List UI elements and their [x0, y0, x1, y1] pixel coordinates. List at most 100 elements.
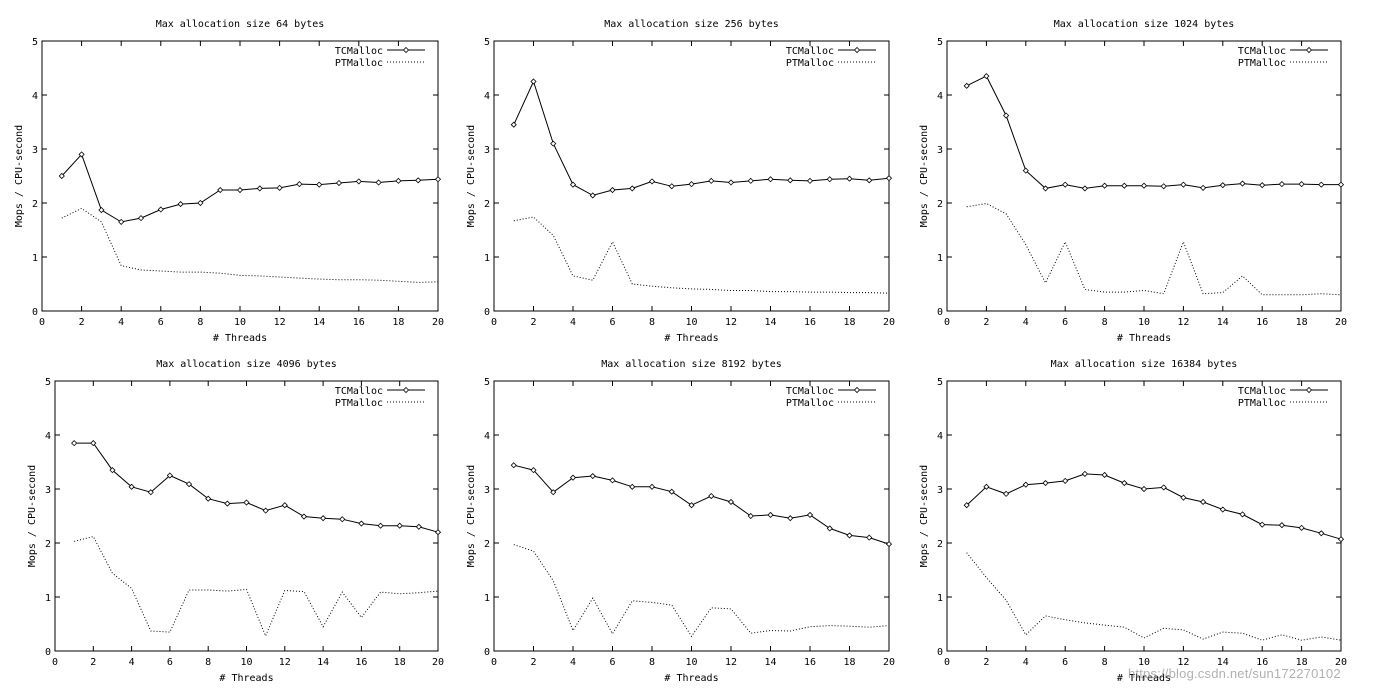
y-tick-label: 2 [45, 539, 51, 550]
x-tick-label: 12 [274, 317, 286, 328]
y-axis-label: Mops / CPU-second [27, 465, 38, 567]
data-point-tcmalloc [569, 181, 577, 188]
data-point-tcmalloc [963, 502, 970, 509]
plot-frame [493, 40, 890, 312]
y-tick-label: 1 [32, 253, 38, 264]
x-tick-label: 16 [1256, 317, 1268, 328]
data-point-tcmalloc [983, 73, 990, 80]
x-axis-label: # Threads [664, 673, 718, 684]
data-point-tcmalloc [300, 513, 308, 520]
x-tick-label: 18 [392, 317, 404, 328]
data-point-tcmalloc [1219, 506, 1226, 513]
x-tick-label: 6 [1062, 317, 1068, 328]
data-point-tcmalloc [243, 499, 250, 506]
data-point-tcmalloc [256, 185, 263, 192]
chart-title: Max allocation size 64 bytes [156, 19, 325, 30]
data-point-tcmalloc [1042, 185, 1049, 192]
plot-frame [946, 380, 1342, 652]
legend-label-tcmalloc: TCMalloc [786, 46, 834, 57]
series-line-ptmalloc [61, 207, 439, 283]
data-point-tcmalloc [90, 440, 97, 447]
data-point-tcmalloc [846, 532, 853, 539]
data-point-tcmalloc [708, 492, 715, 500]
legend-marker [1305, 386, 1313, 394]
x-tick-label: 20 [432, 317, 444, 328]
data-point-tcmalloc [1298, 524, 1305, 531]
x-tick-label: 6 [609, 317, 615, 328]
data-point-tcmalloc [98, 206, 105, 214]
x-tick-label: 20 [1335, 317, 1347, 328]
data-point-tcmalloc [78, 151, 85, 158]
x-tick-label: 6 [1062, 657, 1068, 668]
x-tick-label: 18 [1296, 657, 1308, 668]
data-point-tcmalloc [1101, 182, 1108, 189]
x-tick-label: 14 [317, 657, 329, 668]
y-tick-label: 5 [484, 37, 490, 48]
y-tick-label: 0 [484, 307, 490, 318]
series-line-tcmalloc [966, 473, 1342, 540]
x-tick-label: 10 [1138, 657, 1150, 668]
data-point-tcmalloc [1081, 185, 1088, 192]
y-tick-label: 2 [32, 199, 38, 210]
legend-label-ptmalloc: PTMalloc [335, 398, 383, 409]
data-point-tcmalloc [320, 515, 327, 522]
data-point-tcmalloc [550, 489, 557, 496]
data-point-tcmalloc [1160, 484, 1167, 491]
data-point-tcmalloc [629, 483, 636, 490]
data-point-tcmalloc [806, 177, 814, 184]
x-tick-label: 8 [1102, 317, 1108, 328]
x-tick-label: 8 [197, 317, 203, 328]
data-point-tcmalloc [727, 498, 735, 506]
series-line-tcmalloc [74, 442, 439, 533]
legend-label-ptmalloc: PTMalloc [335, 58, 383, 69]
legend-marker [853, 386, 861, 394]
plot-frame [946, 40, 1342, 312]
data-point-tcmalloc [358, 520, 365, 527]
x-tick-label: 6 [158, 317, 164, 328]
data-point-tcmalloc [339, 516, 346, 523]
x-tick-label: 14 [313, 317, 325, 328]
data-point-tcmalloc [281, 502, 288, 509]
watermark-text: https://blog.csdn.net/sun172270102 [1128, 666, 1341, 681]
x-tick-label: 10 [234, 317, 246, 328]
y-axis-label: Mops / CPU-second [14, 125, 25, 227]
chart-title: Max allocation size 4096 bytes [156, 359, 337, 370]
data-point-tcmalloc [224, 500, 231, 507]
data-point-tcmalloc [1003, 490, 1010, 497]
data-point-tcmalloc [1101, 471, 1108, 479]
chart-title: Max allocation size 8192 bytes [601, 359, 782, 370]
data-point-tcmalloc [1259, 182, 1266, 189]
x-tick-label: 4 [1023, 657, 1029, 668]
x-tick-label: 0 [944, 657, 950, 668]
data-point-tcmalloc [787, 177, 794, 184]
data-point-tcmalloc [747, 177, 754, 184]
data-point-tcmalloc [396, 522, 403, 529]
data-point-tcmalloc [147, 489, 154, 496]
x-tick-label: 20 [883, 317, 895, 328]
chart-title: Max allocation size 1024 bytes [1054, 19, 1235, 30]
y-tick-label: 2 [484, 199, 490, 210]
data-point-tcmalloc [166, 472, 173, 479]
series-line-tcmalloc [61, 153, 439, 223]
data-point-tcmalloc [1062, 181, 1069, 188]
x-tick-label: 6 [609, 657, 615, 668]
x-tick-label: 18 [1296, 317, 1308, 328]
data-point-tcmalloc [128, 483, 135, 490]
x-tick-label: 18 [394, 657, 406, 668]
y-tick-label: 5 [937, 377, 943, 388]
data-point-tcmalloc [1081, 470, 1088, 477]
data-point-tcmalloc [375, 179, 382, 186]
x-axis-label: # Threads [219, 673, 273, 684]
legend-label-tcmalloc: TCMalloc [335, 46, 383, 57]
x-tick-label: 10 [685, 317, 697, 328]
y-tick-label: 2 [484, 539, 490, 550]
y-tick-label: 2 [937, 539, 943, 550]
data-point-tcmalloc [197, 199, 204, 207]
data-point-tcmalloc [688, 181, 695, 188]
y-axis-label: Mops / CPU-second [466, 125, 477, 227]
data-point-tcmalloc [648, 483, 656, 490]
data-point-tcmalloc [118, 218, 125, 225]
